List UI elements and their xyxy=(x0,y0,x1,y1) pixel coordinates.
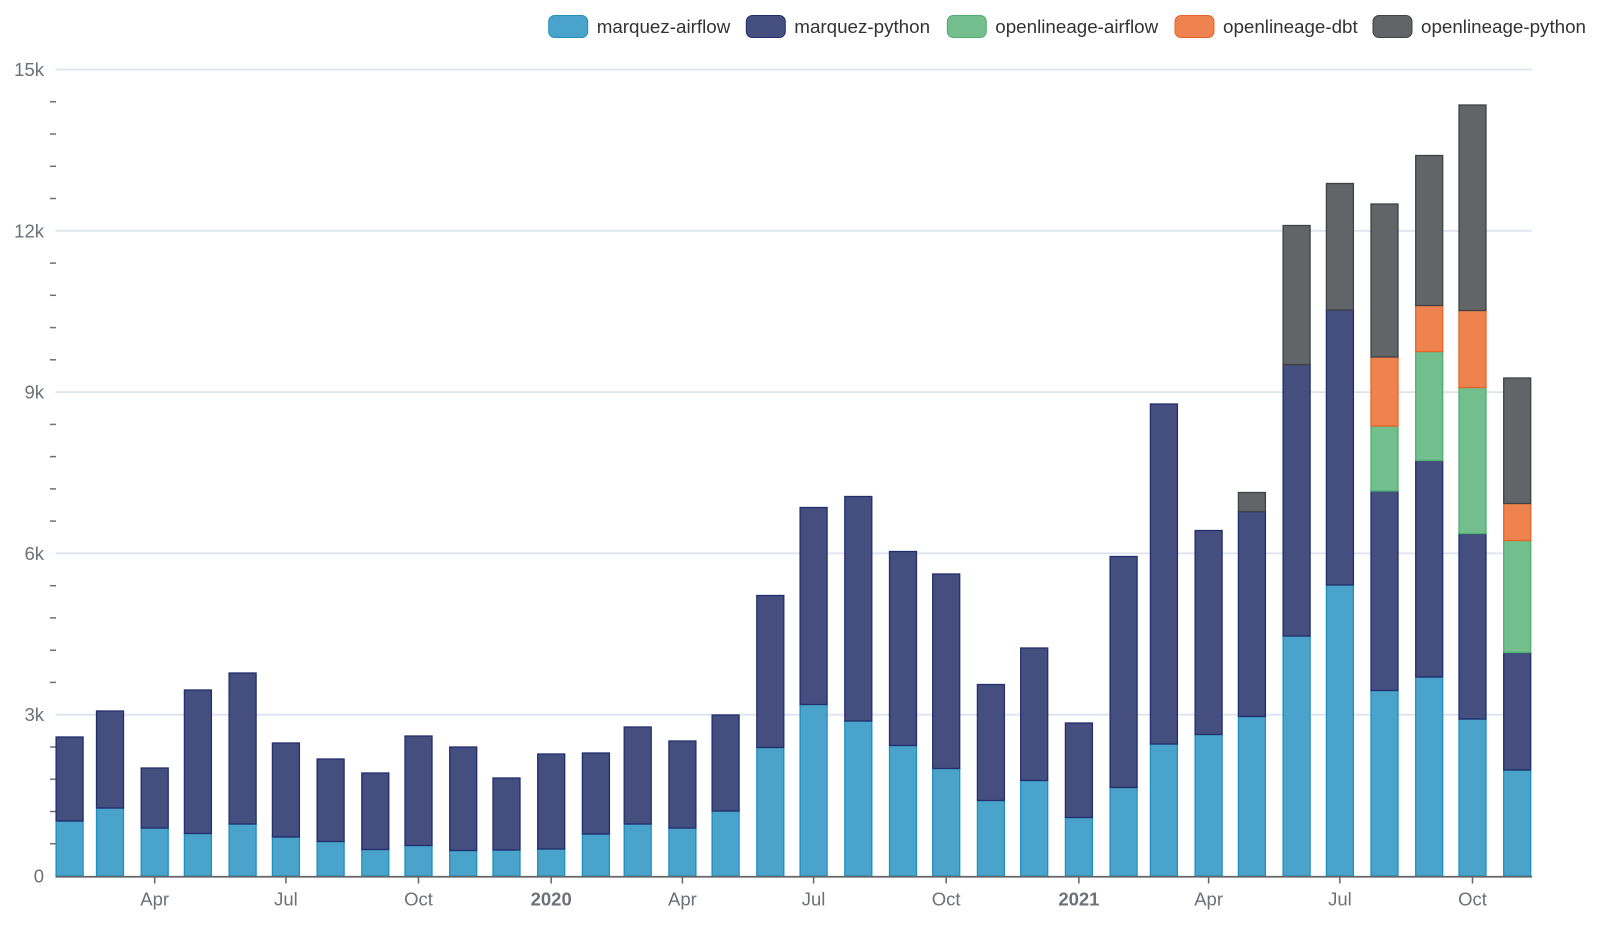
svg-text:12k: 12k xyxy=(14,220,45,241)
svg-text:2021: 2021 xyxy=(1058,889,1099,910)
svg-text:openlineage-dbt: openlineage-dbt xyxy=(1223,16,1358,37)
svg-text:Apr: Apr xyxy=(1194,889,1223,910)
svg-text:Jul: Jul xyxy=(274,889,298,910)
svg-text:Jul: Jul xyxy=(802,889,826,910)
svg-text:9k: 9k xyxy=(24,382,44,403)
svg-text:6k: 6k xyxy=(24,543,44,564)
svg-text:3k: 3k xyxy=(24,704,44,725)
svg-text:marquez-airflow: marquez-airflow xyxy=(597,16,731,37)
svg-text:Oct: Oct xyxy=(404,889,433,910)
svg-text:Apr: Apr xyxy=(140,889,169,910)
svg-text:Apr: Apr xyxy=(668,889,697,910)
svg-text:Jul: Jul xyxy=(1328,889,1352,910)
svg-text:openlineage-airflow: openlineage-airflow xyxy=(995,16,1158,37)
svg-text:2020: 2020 xyxy=(531,889,572,910)
svg-text:openlineage-python: openlineage-python xyxy=(1421,16,1586,37)
svg-text:0: 0 xyxy=(34,866,44,887)
svg-text:Oct: Oct xyxy=(1458,889,1487,910)
svg-text:marquez-python: marquez-python xyxy=(794,16,930,37)
svg-text:Oct: Oct xyxy=(932,889,961,910)
svg-text:15k: 15k xyxy=(14,59,45,80)
